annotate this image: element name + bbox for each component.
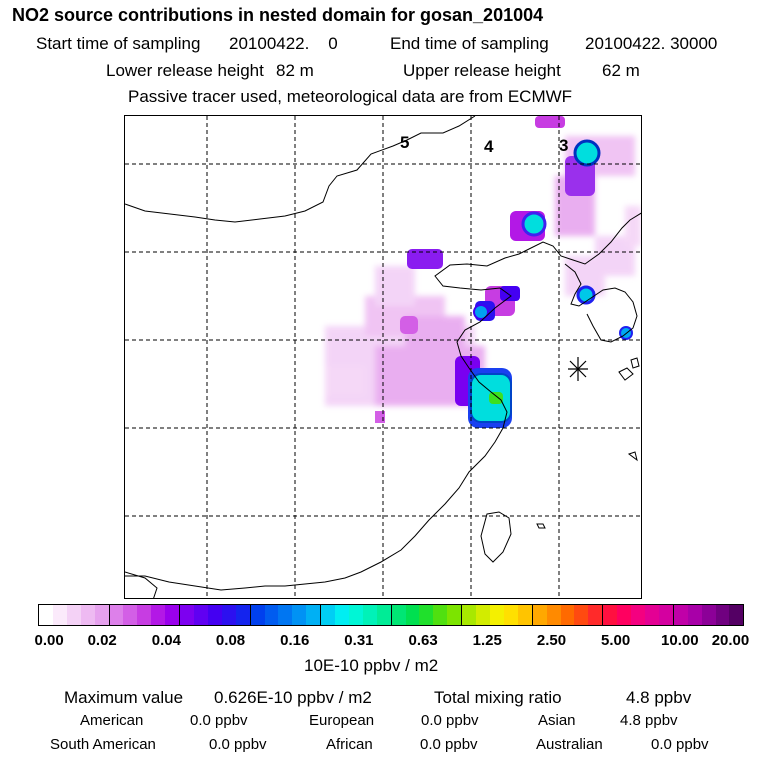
color-scale-cell (376, 605, 392, 625)
color-scale-cell (617, 605, 632, 625)
region-name: European (309, 712, 375, 729)
lower-height-value: 82 m (276, 61, 314, 80)
max-value: 0.626E-10 ppbv / m2 (214, 688, 372, 707)
color-scale-cell (715, 605, 730, 625)
region-value: 0.0 ppbv (651, 736, 709, 753)
grid-label-4: 4 (484, 137, 494, 156)
color-scale-cell (94, 605, 110, 625)
color-scale-cell (462, 605, 477, 625)
color-scale-tick-label: 0.04 (151, 632, 181, 649)
color-scale-tick-label: 0.63 (408, 632, 438, 649)
color-scale-tick-label: 0.02 (87, 632, 117, 649)
color-scale-tick-label: 0.00 (34, 632, 64, 649)
color-scale-bar (38, 604, 744, 626)
color-scale-cell (729, 605, 744, 625)
color-scale-tick-label: 1.25 (472, 632, 502, 649)
color-scale-cell (701, 605, 716, 625)
color-scale-cell (560, 605, 575, 625)
color-scale-tick-label: 10.00 (661, 632, 699, 649)
end-time-value: 20100422. 30000 (585, 34, 718, 53)
color-scale-cell (264, 605, 279, 625)
color-scale-tick-label: 2.50 (536, 632, 567, 649)
region-value: 0.0 ppbv (421, 712, 479, 729)
max-value-label: Maximum value (64, 688, 184, 707)
color-scale-cell (391, 605, 406, 625)
color-scale-cell (180, 605, 194, 625)
lower-height-label: Lower release height (106, 61, 264, 80)
region-value: 0.0 ppbv (420, 736, 478, 753)
total-mixing-label: Total mixing ratio (434, 688, 562, 707)
color-scale-cell (278, 605, 293, 625)
region-name: Australian (536, 736, 603, 753)
map-panel: 5 4 3 (124, 115, 642, 599)
color-scale-cell (39, 605, 53, 625)
color-scale-tick-label: 20.00 (711, 632, 750, 649)
region-name: Asian (538, 712, 576, 729)
color-scale-cell (207, 605, 222, 625)
color-scale-cell (433, 605, 448, 625)
color-scale-cell (137, 605, 152, 625)
legend-unit: 10E-10 ppbv / m2 (304, 656, 439, 675)
map-title: NO2 source contributions in nested domai… (12, 5, 544, 25)
color-scale-tick-label: 0.08 (215, 632, 246, 649)
region-name: South American (50, 736, 156, 753)
color-scale-cell (123, 605, 138, 625)
upper-height-label: Upper release height (403, 61, 561, 80)
color-scale-cell (235, 605, 251, 625)
color-scale-cell (52, 605, 67, 625)
lat-lon-grid (125, 116, 641, 598)
color-scale-tick-label: 0.16 (280, 632, 310, 649)
concentration-field (325, 116, 641, 428)
color-scale-cell (644, 605, 659, 625)
color-scale-cell (574, 605, 589, 625)
color-scale-cell (631, 605, 645, 625)
grid-label-3: 3 (559, 136, 568, 155)
region-name: African (326, 736, 373, 753)
color-scale-cell (151, 605, 166, 625)
color-scale-tick-label: 0.31 (344, 632, 374, 649)
color-scale-cell (250, 605, 265, 625)
asterisk-receptor-icon (568, 357, 588, 381)
color-scale-cell (292, 605, 307, 625)
color-scale-cell (476, 605, 490, 625)
color-scale-cell (405, 605, 420, 625)
color-scale-cell (447, 605, 463, 625)
color-scale-cell (658, 605, 674, 625)
color-scale-cell (362, 605, 377, 625)
color-scale-cell (66, 605, 81, 625)
region-value: 0.0 ppbv (209, 736, 267, 753)
coastlines (125, 116, 641, 598)
color-scale-cell (221, 605, 236, 625)
region-value: 0.0 ppbv (190, 712, 248, 729)
color-scale-cell (335, 605, 349, 625)
region-value: 4.8 ppbv (620, 712, 678, 729)
color-scale-cell (673, 605, 688, 625)
color-scale-cell (165, 605, 181, 625)
tracer-note: Passive tracer used, meteorological data… (128, 87, 573, 106)
color-scale-cell (503, 605, 518, 625)
start-time-label: Start time of sampling (36, 34, 201, 53)
color-scale-cell (588, 605, 604, 625)
color-scale-cell (109, 605, 124, 625)
color-scale-cell (321, 605, 336, 625)
map-canvas: 5 4 3 (125, 116, 641, 598)
grid-label-5: 5 (400, 133, 409, 152)
start-time-value: 20100422. 0 (229, 34, 338, 53)
color-scale-cell (532, 605, 547, 625)
color-scale-cell (348, 605, 363, 625)
color-scale-cell (687, 605, 702, 625)
end-time-label: End time of sampling (390, 34, 549, 53)
color-scale-cell (546, 605, 561, 625)
color-scale-cell (80, 605, 95, 625)
total-mixing-value: 4.8 ppbv (626, 688, 692, 707)
color-scale-cell (306, 605, 322, 625)
color-scale-cell (517, 605, 533, 625)
region-name: American (80, 712, 144, 729)
color-scale-cell (603, 605, 618, 625)
upper-height-value: 62 m (602, 61, 640, 80)
color-scale-cell (193, 605, 208, 625)
color-scale-tick-label: 5.00 (601, 632, 631, 649)
color-scale-cell (419, 605, 434, 625)
color-scale-cell (490, 605, 504, 625)
